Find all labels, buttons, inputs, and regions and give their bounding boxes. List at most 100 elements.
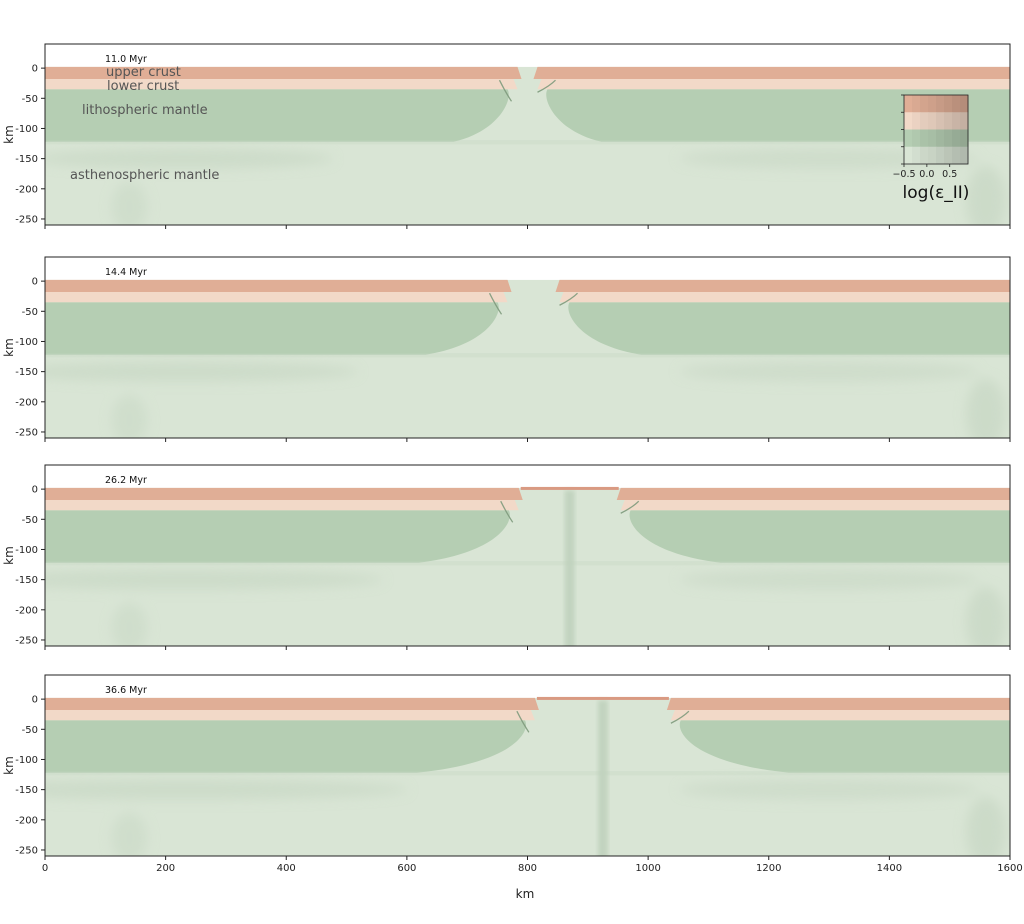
colorbar-cell bbox=[952, 129, 961, 148]
flow-band-right bbox=[679, 361, 980, 382]
layer-label: upper crust bbox=[106, 65, 181, 80]
sky bbox=[45, 44, 1010, 67]
colorbar-cell bbox=[904, 146, 913, 165]
y-tick-label: -200 bbox=[15, 184, 38, 195]
colorbar-cell bbox=[960, 95, 969, 113]
lithosphere-base-blur bbox=[45, 140, 1010, 144]
y-tick-label: 0 bbox=[32, 277, 38, 288]
upper-crust bbox=[45, 697, 1010, 710]
mantle-flow bbox=[45, 569, 1006, 646]
rift-surface bbox=[520, 486, 619, 490]
colorbar: −0.5 0.0 0.5 log(ε_II) bbox=[892, 94, 970, 203]
shear-zones bbox=[488, 292, 578, 315]
colorbar-tick-label: 0.0 bbox=[919, 169, 934, 180]
shear-zone-left bbox=[500, 500, 514, 523]
flow-band-left bbox=[45, 569, 384, 590]
flow-plume-right bbox=[965, 586, 1006, 646]
rift-surface bbox=[536, 696, 669, 700]
y-axis-label: km bbox=[2, 125, 16, 144]
time-label: 26.2 Myr bbox=[105, 475, 147, 486]
upper-crust bbox=[45, 487, 1010, 500]
time-label: 14.4 Myr bbox=[105, 267, 147, 278]
colorbar-cell bbox=[936, 129, 945, 148]
lithospheric-mantle bbox=[45, 302, 1010, 355]
lithospheric-mantle bbox=[45, 720, 1010, 773]
mantle-flow bbox=[45, 779, 1006, 856]
field-4 bbox=[45, 675, 1010, 856]
y-tick-label: -200 bbox=[15, 815, 38, 826]
flow-band-left bbox=[45, 148, 334, 169]
y-tick-label: -250 bbox=[15, 635, 38, 646]
lower-crust bbox=[45, 78, 1010, 90]
shear-zones bbox=[500, 500, 640, 523]
layer-label: lithospheric mantle bbox=[82, 103, 208, 118]
colorbar-cell bbox=[952, 95, 961, 113]
x-tick-label: 1600 bbox=[997, 863, 1022, 874]
y-tick-label: 0 bbox=[32, 695, 38, 706]
panel-2: 0 -50 -100 -150 -200 -250 km 14.4 Myr bbox=[2, 256, 1011, 442]
shear-zone-right bbox=[620, 500, 640, 514]
colorbar-cell bbox=[936, 112, 945, 130]
colorbar-cell bbox=[928, 112, 937, 130]
lower-crust bbox=[45, 291, 1010, 303]
y-tick-label: -150 bbox=[15, 154, 38, 165]
colorbar-cell bbox=[928, 146, 937, 165]
colorbar-cell bbox=[904, 112, 913, 130]
layer-label: asthenospheric mantle bbox=[70, 168, 219, 183]
colorbar-cell bbox=[912, 129, 921, 148]
y-tick-label: -250 bbox=[15, 214, 38, 225]
layer-label: lower crust bbox=[107, 79, 179, 94]
field-2 bbox=[45, 257, 1010, 438]
shear-zones bbox=[516, 710, 690, 733]
mantle-flow bbox=[45, 361, 1006, 438]
panel-4: 0 -50 -100 -150 -200 -250 0 200 400 600 800 1000 120… bbox=[2, 674, 1023, 874]
y-axis-label: km bbox=[2, 338, 16, 357]
shear-zone-right bbox=[559, 292, 578, 306]
shear-zone-right bbox=[537, 79, 556, 93]
lithospheric-mantle bbox=[45, 89, 1010, 142]
y-tick-label: 0 bbox=[32, 64, 38, 75]
upwelling-stripe bbox=[597, 700, 608, 856]
x-tick-label: 800 bbox=[518, 863, 537, 874]
shear-zones bbox=[498, 79, 556, 102]
colorbar-cell bbox=[920, 146, 929, 165]
colorbar-cell bbox=[936, 146, 945, 165]
lithosphere-base-blur bbox=[45, 771, 1010, 775]
sky bbox=[45, 257, 1010, 280]
colorbar-cell bbox=[960, 146, 969, 165]
time-label: 11.0 Myr bbox=[105, 54, 147, 65]
colorbar-cell bbox=[944, 146, 953, 165]
colorbar-cell bbox=[944, 95, 953, 113]
y-tick-label: -100 bbox=[15, 545, 38, 556]
colorbar-cell bbox=[952, 146, 961, 165]
y-tick-label: -100 bbox=[15, 124, 38, 135]
colorbar-cell bbox=[960, 112, 969, 130]
colorbar-tick-label: −0.5 bbox=[892, 169, 915, 180]
y-tick-label: -100 bbox=[15, 755, 38, 766]
colorbar-tick-label: 0.5 bbox=[942, 169, 957, 180]
lithosphere-base-blur bbox=[45, 561, 1010, 565]
x-tick-label: 1400 bbox=[877, 863, 902, 874]
y-tick-label: -50 bbox=[22, 307, 38, 318]
flow-plume-left bbox=[111, 181, 148, 225]
colorbar-cell bbox=[904, 129, 913, 148]
y-tick-label: -150 bbox=[15, 575, 38, 586]
flow-plume-left bbox=[111, 602, 148, 646]
y-tick-label: -50 bbox=[22, 515, 38, 526]
field-3 bbox=[45, 465, 1010, 646]
colorbar-title: log(ε_II) bbox=[903, 183, 970, 203]
x-tick-label: 0 bbox=[42, 863, 48, 874]
colorbar-cell bbox=[952, 112, 961, 130]
flow-plume-right bbox=[965, 378, 1006, 438]
colorbar-cell bbox=[944, 129, 953, 148]
y-tick-label: -50 bbox=[22, 94, 38, 105]
flow-band-right bbox=[679, 779, 980, 800]
flow-plume-left bbox=[111, 812, 148, 856]
lower-crust bbox=[45, 709, 1010, 721]
y-tick-label: -200 bbox=[15, 397, 38, 408]
upper-crust bbox=[45, 66, 1010, 79]
lithosphere-base-blur bbox=[45, 353, 1010, 357]
